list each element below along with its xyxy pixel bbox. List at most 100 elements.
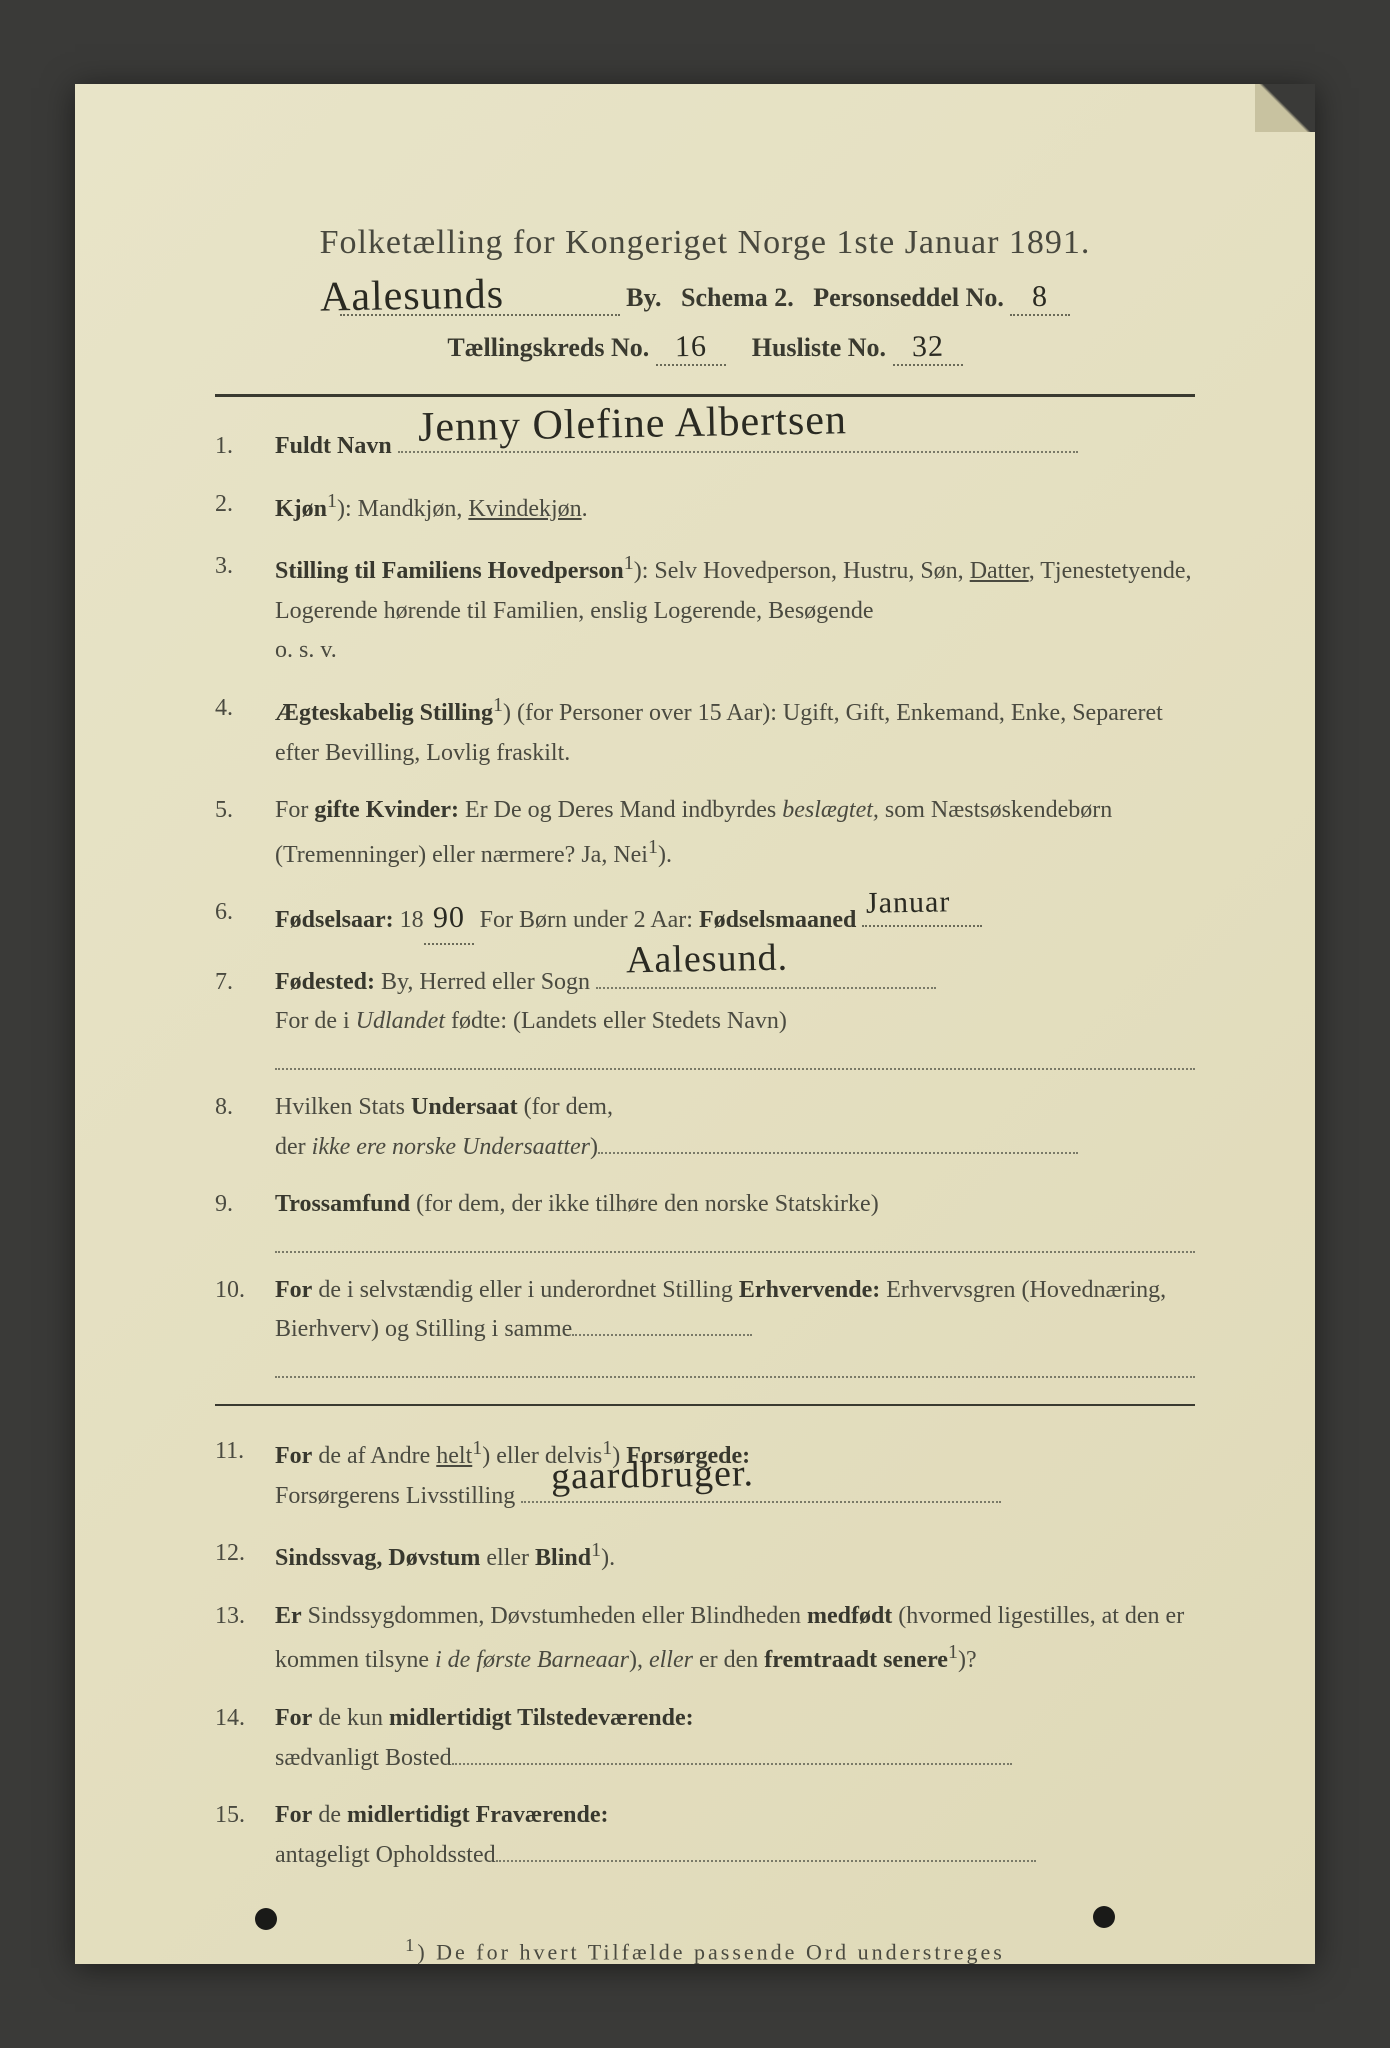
item-1-num: 1. bbox=[215, 427, 275, 467]
item-13-label3: fremtraadt senere bbox=[764, 1647, 948, 1673]
item-3-sup: 1 bbox=[624, 552, 634, 574]
item-13-num: 13. bbox=[215, 1597, 275, 1681]
item-14-content: For de kun midlertidigt Tilstedeværende:… bbox=[275, 1699, 1195, 1778]
item-2-sup: 1 bbox=[327, 490, 337, 512]
item-8-blank bbox=[598, 1152, 1078, 1154]
footnote: 1) De for hvert Tilfælde passende Ord un… bbox=[215, 1935, 1195, 1965]
by-name-blank: Aalesunds bbox=[340, 314, 620, 316]
item-13-sup: 1 bbox=[948, 1641, 958, 1663]
item-1-label: Fuldt Navn bbox=[275, 433, 392, 459]
item-12: 12. Sindssvag, Døvstum eller Blind1). bbox=[215, 1534, 1195, 1579]
item-13-label2: medfødt bbox=[807, 1603, 892, 1629]
item-15-label2: midlertidigt Fraværende: bbox=[347, 1802, 609, 1828]
item-2-num: 2. bbox=[215, 485, 275, 530]
item-15-body: de bbox=[312, 1802, 347, 1828]
item-11-hand: gaardbruger. bbox=[551, 1442, 755, 1508]
item-10-label: For bbox=[275, 1277, 312, 1303]
person-label: Personseddel No. bbox=[813, 283, 1004, 312]
item-1-content: Fuldt Navn Jenny Olefine Albertsen bbox=[275, 427, 1195, 467]
header-row-1: Aalesunds By. Schema 2. Personseddel No.… bbox=[215, 280, 1195, 316]
item-9-label: Trossamfund bbox=[275, 1191, 410, 1217]
item-11-body1: de af Andre bbox=[312, 1443, 436, 1469]
item-12-end: ). bbox=[601, 1545, 615, 1571]
item-8-label: Undersaat bbox=[411, 1094, 518, 1120]
item-15: 15. For de midlertidigt Fraværende: anta… bbox=[215, 1796, 1195, 1875]
item-11: 11. For de af Andre helt1) eller delvis1… bbox=[215, 1432, 1195, 1516]
item-3-underlined: Datter bbox=[970, 558, 1029, 584]
punch-hole-left bbox=[255, 1908, 277, 1930]
item-7-body: By, Herred eller Sogn bbox=[375, 969, 590, 995]
item-13-body3: ), bbox=[629, 1647, 649, 1673]
item-8-line2: der bbox=[275, 1134, 312, 1160]
item-6-month-hand: Januar bbox=[866, 877, 951, 928]
main-title: Folketælling for Kongeriget Norge 1ste J… bbox=[215, 224, 1195, 262]
item-9-num: 9. bbox=[215, 1185, 275, 1253]
item-10-num: 10. bbox=[215, 1271, 275, 1378]
item-12-content: Sindssvag, Døvstum eller Blind1). bbox=[275, 1534, 1195, 1579]
item-4: 4. Ægteskabelig Stilling1) (for Personer… bbox=[215, 689, 1195, 773]
item-2-underlined: Kvindekjøn bbox=[468, 496, 581, 522]
item-7-line2b: fødte: (Landets eller Stedets Navn) bbox=[445, 1008, 787, 1034]
item-1-blank: Jenny Olefine Albertsen bbox=[398, 451, 1078, 453]
item-12-mid: eller bbox=[480, 1545, 535, 1571]
item-3: 3. Stilling til Familiens Hovedperson1):… bbox=[215, 547, 1195, 671]
item-8-text1: Hvilken Stats bbox=[275, 1094, 411, 1120]
item-1: 1. Fuldt Navn Jenny Olefine Albertsen bbox=[215, 427, 1195, 467]
item-8-num: 8. bbox=[215, 1088, 275, 1167]
item-1-handwritten: Jenny Olefine Albertsen bbox=[417, 386, 847, 463]
item-13-content: Er Sindssygdommen, Døvstumheden eller Bl… bbox=[275, 1597, 1195, 1681]
item-14: 14. For de kun midlertidigt Tilstedevære… bbox=[215, 1699, 1195, 1778]
item-2: 2. Kjøn1): Mandkjøn, Kvindekjøn. bbox=[215, 485, 1195, 530]
schema-label: Schema 2. bbox=[681, 283, 794, 312]
item-13-end: )? bbox=[958, 1647, 977, 1673]
punch-hole-right bbox=[1093, 1906, 1115, 1928]
item-11-u1: helt bbox=[436, 1443, 472, 1469]
item-15-num: 15. bbox=[215, 1796, 275, 1875]
item-13-body1: Sindssygdommen, Døvstumheden eller Blind… bbox=[302, 1603, 807, 1629]
by-label: By. bbox=[626, 283, 661, 312]
husliste-no-blank: 32 bbox=[893, 330, 963, 366]
item-5-label: gifte Kvinder: bbox=[314, 797, 459, 823]
item-7-line2a: For de i bbox=[275, 1008, 356, 1034]
item-11-num: 11. bbox=[215, 1432, 275, 1516]
item-3-content: Stilling til Familiens Hovedperson1): Se… bbox=[275, 547, 1195, 671]
item-7-content: Fødested: By, Herred eller Sogn Aalesund… bbox=[275, 963, 1195, 1070]
item-7-label: Fødested: bbox=[275, 969, 375, 995]
item-6-label: Fødselsaar: bbox=[275, 907, 394, 933]
item-2-label: Kjøn bbox=[275, 496, 327, 522]
item-10-label2: Erhvervende: bbox=[739, 1277, 880, 1303]
item-5-body: Er De og Deres Mand indbyrdes bbox=[459, 797, 782, 823]
item-13-italic2: eller bbox=[649, 1647, 693, 1673]
person-no-blank: 8 bbox=[1010, 280, 1070, 316]
item-6-year-prefix: 18 bbox=[394, 907, 424, 933]
item-8-line2-end: ) bbox=[590, 1134, 598, 1160]
item-14-label2: midlertidigt Tilstedeværende: bbox=[389, 1705, 694, 1731]
item-2-end: . bbox=[582, 496, 588, 522]
form-items: 1. Fuldt Navn Jenny Olefine Albertsen 2.… bbox=[215, 427, 1195, 1378]
item-5-prefix: For bbox=[275, 797, 314, 823]
item-11-sup1: 1 bbox=[472, 1437, 482, 1459]
item-5-sup: 1 bbox=[648, 836, 658, 858]
item-10-body1: de i selvstændig eller i underordnet Sti… bbox=[312, 1277, 739, 1303]
item-5-num: 5. bbox=[215, 791, 275, 875]
item-12-label2: Blind bbox=[535, 1545, 591, 1571]
item-14-label: For bbox=[275, 1705, 312, 1731]
item-11-label: For bbox=[275, 1443, 312, 1469]
footnote-text: ) De for hvert Tilfælde passende Ord und… bbox=[417, 1940, 1005, 1965]
item-3-osv: o. s. v. bbox=[275, 631, 1195, 671]
footnote-sup: 1 bbox=[405, 1935, 417, 1955]
item-2-content: Kjøn1): Mandkjøn, Kvindekjøn. bbox=[275, 485, 1195, 530]
item-8-content: Hvilken Stats Undersaat (for dem, der ik… bbox=[275, 1088, 1195, 1167]
item-4-label: Ægteskabelig Stilling bbox=[275, 700, 493, 726]
item-6-year-hand: 90 bbox=[432, 893, 465, 943]
item-10: 10. For de i selvstændig eller i underor… bbox=[215, 1271, 1195, 1378]
item-15-content: For de midlertidigt Fraværende: antageli… bbox=[275, 1796, 1195, 1875]
item-14-line2: sædvanligt Bosted bbox=[275, 1745, 452, 1771]
kreds-label: Tællingskreds No. bbox=[447, 333, 649, 362]
by-name-handwritten: Aalesunds bbox=[319, 270, 504, 321]
item-10-content: For de i selvstændig eller i underordnet… bbox=[275, 1271, 1195, 1378]
header-row-2: Tællingskreds No. 16 Husliste No. 32 bbox=[215, 330, 1195, 366]
item-13-body4: er den bbox=[693, 1647, 764, 1673]
item-5-content: For gifte Kvinder: Er De og Deres Mand i… bbox=[275, 791, 1195, 875]
item-12-num: 12. bbox=[215, 1534, 275, 1579]
